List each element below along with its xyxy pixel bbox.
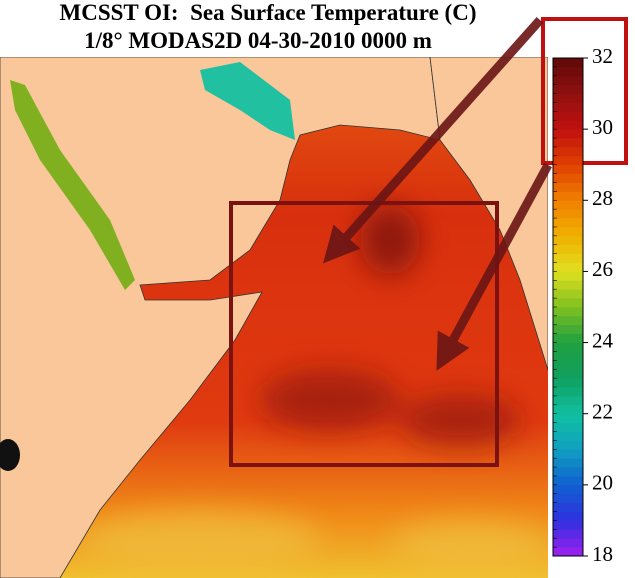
colorbar-band bbox=[553, 200, 583, 210]
colorbar-band bbox=[553, 120, 583, 130]
colorbar-band bbox=[553, 66, 583, 77]
colorbar-band bbox=[553, 298, 583, 308]
arrow bbox=[436, 162, 552, 371]
colorbar-band bbox=[553, 467, 583, 477]
colorbar-band bbox=[553, 315, 583, 326]
colorbar: 18 20 22 24 26 28 30 32 bbox=[552, 44, 614, 566]
colorbar-band bbox=[553, 458, 583, 468]
colorbar-band bbox=[553, 173, 583, 183]
colorbar-band bbox=[553, 155, 583, 166]
lon-label: 60°E bbox=[314, 574, 356, 578]
colorbar-band bbox=[553, 253, 583, 263]
colorbar-band bbox=[553, 520, 583, 530]
colorbar-band bbox=[553, 369, 583, 379]
title-line: MCSST OI: Sea Surface Temperature (C) bbox=[60, 0, 477, 25]
colorbar-tick-label: 30 bbox=[592, 115, 613, 139]
colorbar-band bbox=[553, 146, 583, 157]
colorbar-tick-label: 32 bbox=[592, 44, 613, 68]
land bbox=[429, 57, 548, 371]
colorbar-band bbox=[553, 307, 583, 317]
lon-label: 40°E bbox=[67, 574, 109, 578]
colorbar-band bbox=[553, 102, 583, 112]
colorbar-band bbox=[553, 502, 583, 512]
lon-label: 50°E bbox=[194, 574, 236, 578]
colorbar-band bbox=[553, 475, 583, 486]
colorbar-band bbox=[553, 280, 583, 290]
colorbar-tick-label: 24 bbox=[592, 328, 614, 352]
colorbar-frame bbox=[552, 57, 584, 557]
highlight-box bbox=[229, 201, 499, 467]
colorbar-band bbox=[553, 191, 583, 201]
colorbar-band bbox=[553, 84, 583, 94]
colorbar-band bbox=[553, 378, 583, 388]
map bbox=[0, 57, 548, 578]
colorbar-tick-label: 28 bbox=[592, 186, 613, 210]
colorbar-band bbox=[553, 538, 583, 548]
colorbar-band bbox=[553, 182, 583, 192]
colorbar-band bbox=[553, 529, 583, 539]
colorbar-band bbox=[553, 218, 583, 228]
colorbar-band bbox=[553, 333, 583, 343]
colorbar-band bbox=[553, 449, 583, 459]
colorbar-band bbox=[553, 235, 583, 246]
colorbar-band bbox=[553, 440, 583, 450]
colorbar-band bbox=[553, 129, 583, 139]
colorbar-band bbox=[553, 387, 583, 397]
colorbar-band bbox=[553, 493, 583, 504]
lon-label: 70°E bbox=[434, 574, 476, 578]
colorbar-band bbox=[553, 164, 583, 175]
colorbar-band bbox=[553, 431, 583, 441]
colorbar-band bbox=[553, 342, 583, 352]
colorbar-band bbox=[553, 289, 583, 299]
colorbar-band bbox=[553, 484, 583, 495]
colorbar-band bbox=[553, 360, 583, 370]
colorbar-band bbox=[553, 75, 583, 86]
colorbar-band bbox=[553, 226, 583, 237]
red-sea bbox=[10, 80, 135, 290]
colorbar-band bbox=[553, 404, 583, 415]
colorbar-tick-label: 20 bbox=[592, 471, 613, 495]
colorbar-band bbox=[553, 413, 583, 424]
title-line: 1/8° MODAS2D 04-30-2010 0000 m bbox=[84, 28, 432, 53]
colorbar-band bbox=[553, 209, 583, 219]
colorbar-band bbox=[553, 395, 583, 406]
colorbar-band bbox=[553, 324, 583, 335]
colorbar-tick-label: 26 bbox=[592, 257, 613, 281]
colorbar-band bbox=[553, 547, 583, 557]
colorbar-band bbox=[553, 271, 583, 281]
colorbar-band bbox=[553, 511, 583, 521]
land bbox=[0, 57, 441, 578]
sst-patches bbox=[80, 205, 548, 570]
colorbar-band bbox=[553, 262, 583, 272]
colorbar-band bbox=[553, 93, 583, 103]
colorbar-band bbox=[553, 244, 583, 255]
colorbar-band bbox=[553, 422, 583, 432]
arrow bbox=[323, 17, 544, 264]
colorbar-tick-label: 18 bbox=[592, 542, 613, 566]
highlight-box bbox=[541, 17, 628, 165]
colorbar-tick-label: 22 bbox=[592, 400, 613, 424]
colorbar-band bbox=[553, 111, 583, 121]
colorbar-band bbox=[553, 58, 583, 68]
colorbar-band bbox=[553, 351, 583, 361]
persian-gulf bbox=[200, 62, 295, 140]
colorbar-band bbox=[553, 138, 583, 148]
island bbox=[0, 439, 20, 471]
